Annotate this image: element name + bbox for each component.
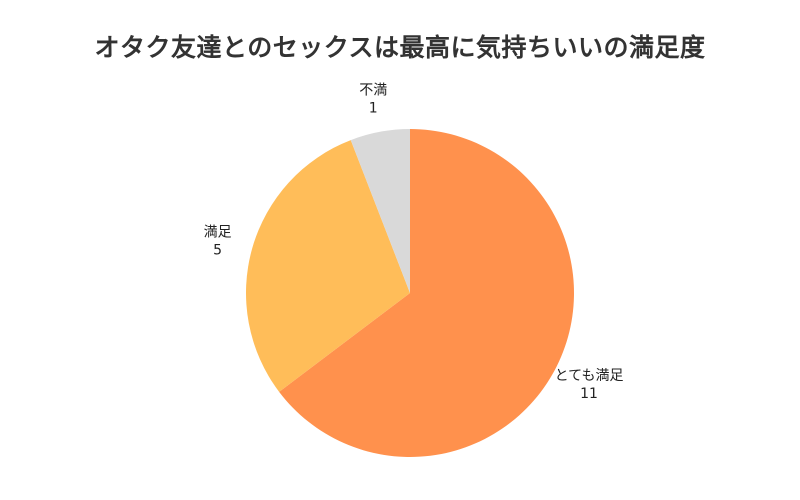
slice-label: 不満	[359, 82, 387, 98]
pie-slice-2	[350, 129, 410, 293]
pie-slice-1	[245, 140, 410, 392]
slice-label: とても満足	[555, 368, 624, 384]
slice-value-label: 1	[369, 100, 378, 116]
pie-slice-0	[279, 129, 574, 458]
slice-label: 満足	[204, 224, 232, 240]
slice-value-label: 11	[580, 386, 598, 402]
chart-title: オタク友達とのセックスは最高に気持ちいいの満足度	[94, 33, 706, 62]
slice-value-label: 5	[213, 242, 222, 258]
